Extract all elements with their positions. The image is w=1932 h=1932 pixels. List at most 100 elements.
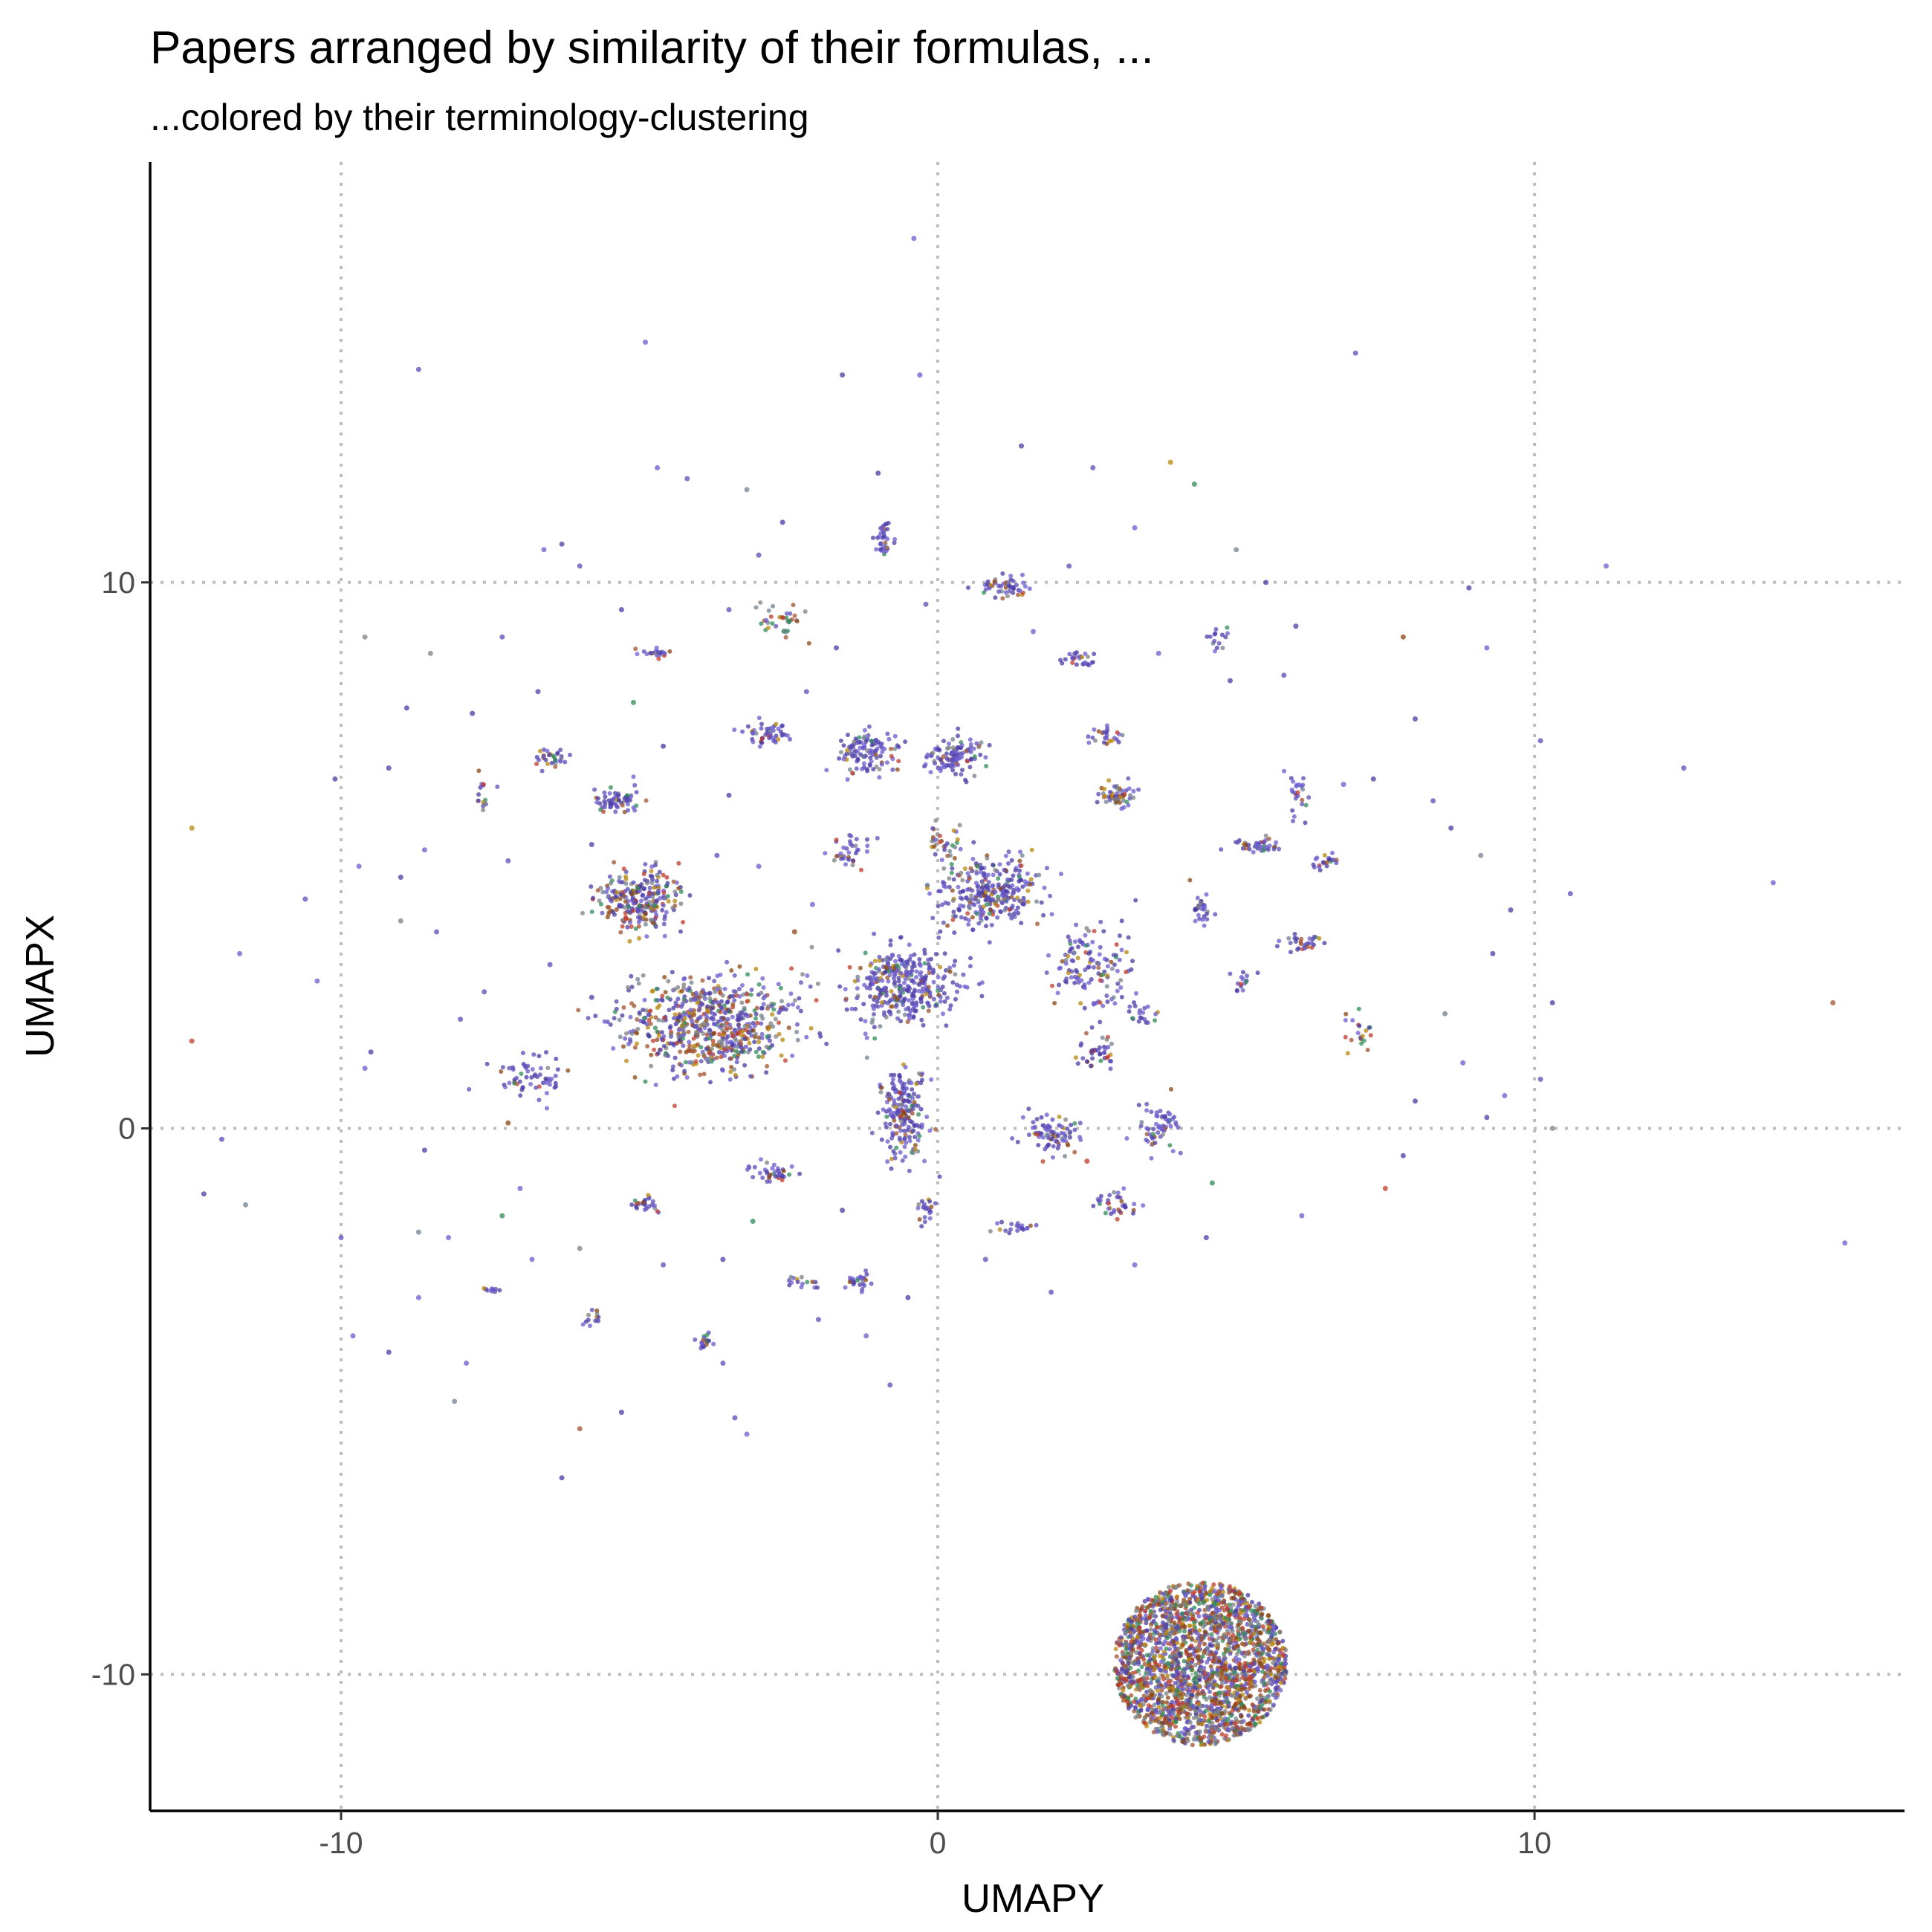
scatter-point (664, 875, 670, 880)
scatter-point (1208, 1616, 1212, 1621)
scatter-point (1049, 912, 1054, 917)
scatter-point (1164, 1669, 1169, 1674)
scatter-point (1135, 1635, 1141, 1640)
scatter-point (949, 862, 954, 866)
scatter-point (1139, 1647, 1144, 1653)
scatter-point (752, 1040, 757, 1045)
scatter-point (1003, 853, 1008, 858)
scatter-point (1234, 1707, 1239, 1712)
scatter-point (1020, 1115, 1025, 1120)
scatter-point (896, 745, 901, 750)
scatter-point (1019, 921, 1024, 926)
scatter-point (612, 860, 617, 865)
scatter-point (600, 910, 605, 915)
scatter-point (1146, 1127, 1151, 1132)
scatter-point (1148, 1688, 1153, 1693)
scatter-point (1144, 1713, 1150, 1717)
scatter-point (765, 731, 771, 736)
scatter-point (1164, 1631, 1169, 1636)
scatter-point (1238, 1615, 1243, 1621)
scatter-point (979, 907, 984, 912)
scatter-point (586, 1016, 591, 1021)
scatter-point (1184, 1618, 1189, 1623)
scatter-point (938, 889, 943, 894)
scatter-point (875, 836, 880, 840)
scatter-point (938, 999, 943, 1004)
scatter-point (715, 986, 720, 991)
scatter-point (647, 886, 652, 890)
scatter-point (896, 1009, 901, 1014)
scatter-point (1209, 1699, 1214, 1704)
scatter-point (1150, 1646, 1155, 1651)
scatter-point (892, 537, 898, 542)
scatter-point (912, 988, 917, 993)
scatter-point (907, 1099, 912, 1104)
scatter-point (1187, 878, 1193, 883)
scatter-point (1124, 1647, 1129, 1652)
scatter-point (1194, 1694, 1199, 1699)
scatter-point (653, 924, 658, 930)
scatter-point (1101, 929, 1106, 934)
scatter-point (944, 995, 950, 1000)
scatter-point (1145, 1708, 1150, 1713)
scatter-point (1078, 1138, 1083, 1142)
scatter-point (1077, 973, 1082, 978)
scatter-point (979, 740, 984, 745)
scatter-point (748, 1074, 753, 1079)
scatter-point (955, 745, 960, 750)
scatter-point (1245, 1621, 1250, 1627)
scatter-point (1257, 1605, 1262, 1610)
scatter-point (1119, 994, 1124, 999)
scatter-point (1167, 1610, 1173, 1615)
scatter-point (1133, 991, 1138, 996)
scatter-point (1168, 1623, 1173, 1628)
scatter-point (603, 805, 607, 810)
scatter-point (1234, 1612, 1239, 1618)
scatter-point (1155, 1130, 1161, 1135)
scatter-point (1184, 1711, 1190, 1717)
scatter-point (1139, 1664, 1144, 1670)
scatter-point (517, 1079, 522, 1084)
scatter-point (1242, 1616, 1247, 1621)
scatter-point (862, 734, 867, 739)
scatter-point (1175, 1594, 1180, 1599)
scatter-point (1104, 1037, 1109, 1042)
scatter-point (681, 920, 686, 924)
scatter-point (759, 1021, 764, 1026)
scatter-point (1115, 988, 1120, 993)
scatter-point (730, 1043, 735, 1048)
scatter-point (940, 880, 945, 885)
scatter-point (1196, 1601, 1202, 1607)
scatter-point (626, 808, 631, 813)
scatter-point (1138, 1698, 1144, 1702)
scatter-point (1227, 1590, 1231, 1595)
scatter-point (1195, 1583, 1200, 1589)
scatter-point (979, 866, 985, 871)
scatter-point (759, 736, 765, 741)
scatter-point (1142, 1720, 1147, 1725)
scatter-point (1066, 934, 1071, 939)
scatter-point (1092, 929, 1097, 933)
scatter-point (725, 1017, 730, 1022)
scatter-point (933, 1127, 939, 1132)
scatter-point (553, 764, 558, 769)
scatter-point (1208, 1695, 1212, 1700)
scatter-point (1187, 1720, 1193, 1725)
scatter-point (1267, 1647, 1272, 1653)
scatter-point (696, 1042, 701, 1047)
scatter-point (950, 866, 955, 871)
scatter-point (1225, 1647, 1231, 1653)
scatter-point (1210, 1611, 1215, 1616)
scatter-point (781, 1168, 786, 1173)
scatter-point (1041, 1123, 1046, 1128)
scatter-point (1239, 1688, 1244, 1693)
scatter-point (543, 1076, 548, 1081)
scatter-point (893, 959, 898, 964)
scatter-point (625, 924, 630, 930)
scatter-point (898, 993, 903, 999)
scatter-point (1262, 840, 1267, 845)
scatter-point (652, 885, 657, 890)
scatter-point (758, 1157, 763, 1162)
scatter-point (1106, 778, 1112, 783)
scatter-point (898, 1114, 903, 1119)
